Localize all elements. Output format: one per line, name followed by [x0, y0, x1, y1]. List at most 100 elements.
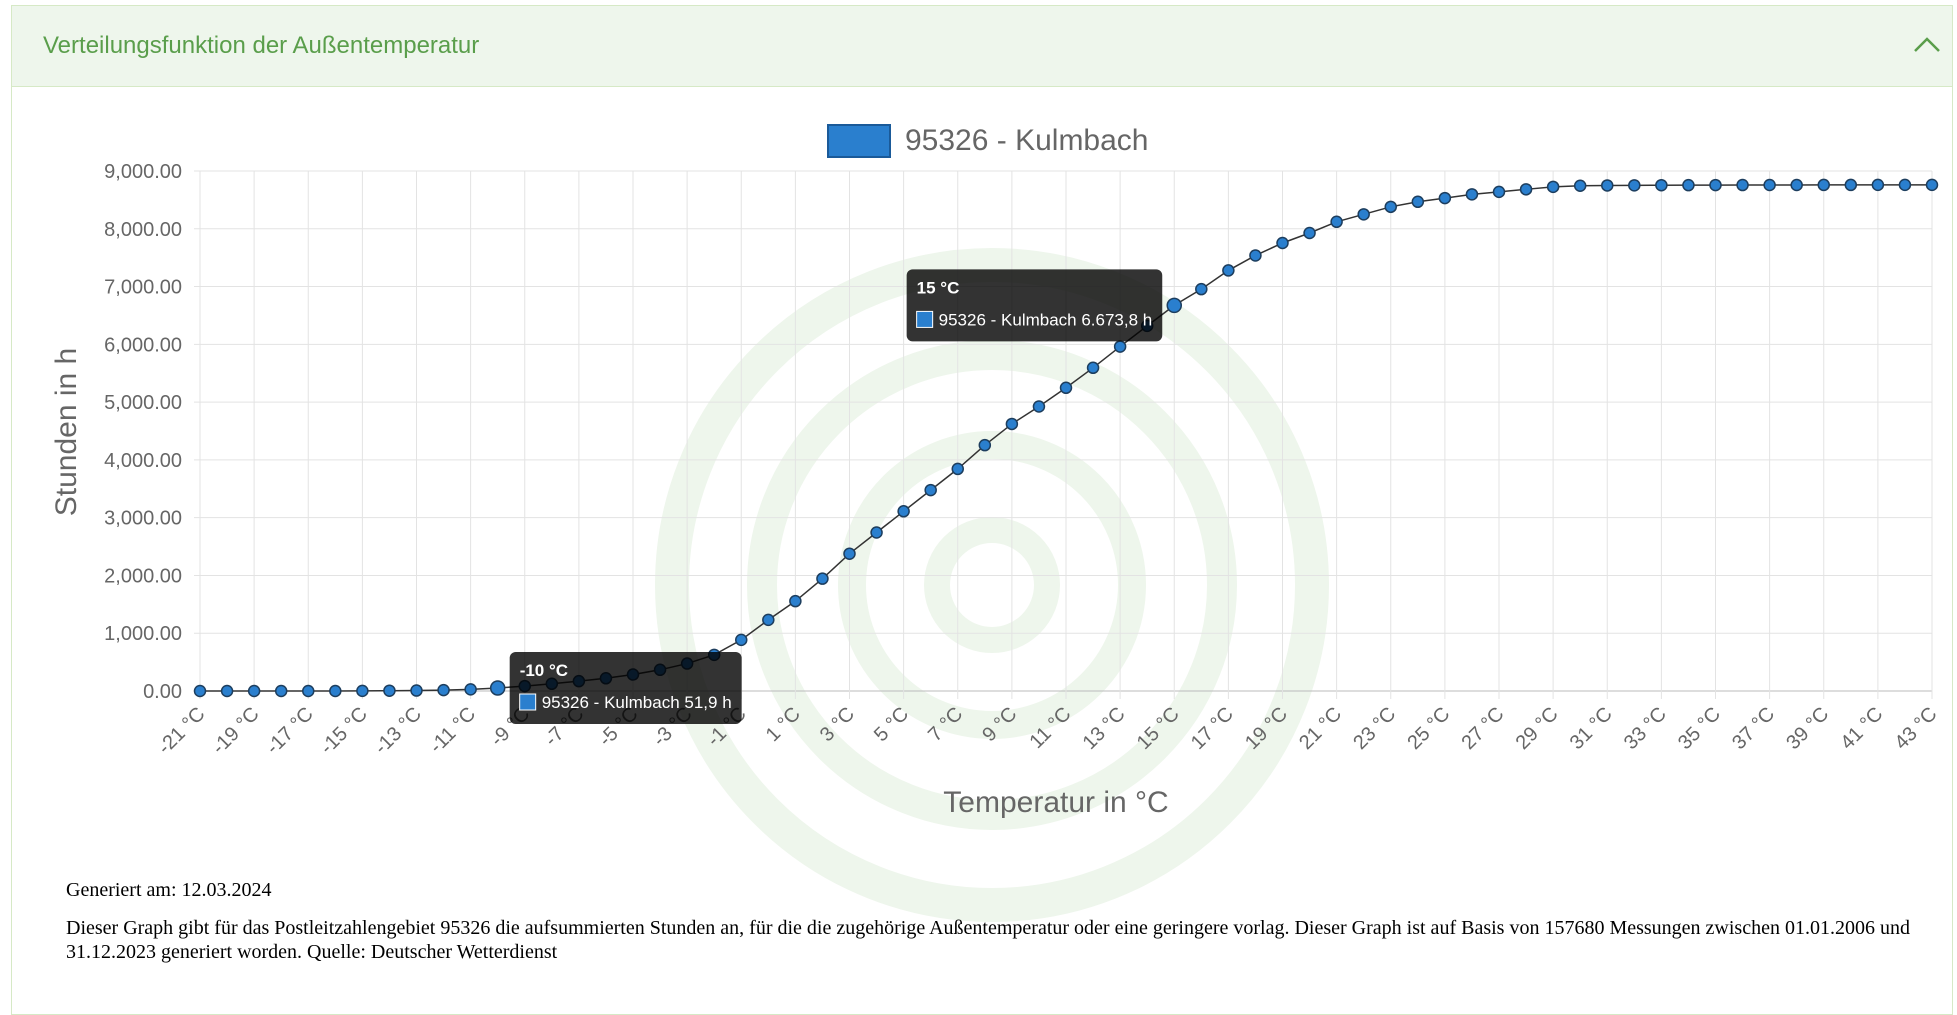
data-point [1304, 227, 1315, 238]
y-tick-label: 9,000.00 [104, 161, 182, 183]
x-tick-label: -11 °C [425, 703, 480, 758]
data-point [1927, 179, 1938, 190]
page: Verteilungsfunktion der Außentemperatur … [0, 0, 1957, 1009]
data-point [1548, 181, 1559, 192]
data-point [979, 440, 990, 451]
tooltip-label: 95326 - Kulmbach 6.673,8 h [939, 310, 1153, 329]
data-point [1277, 237, 1288, 248]
data-point [222, 686, 233, 697]
data-point [303, 686, 314, 697]
x-tick-label: 31 °C [1566, 703, 1617, 754]
x-tick-label: -17 °C [262, 703, 318, 759]
y-tick-label: 6,000.00 [104, 334, 182, 356]
data-point [1845, 179, 1856, 190]
data-point [1412, 196, 1423, 207]
data-point [1196, 284, 1207, 295]
x-tick-label: -19 °C [208, 703, 264, 759]
data-point [411, 685, 422, 696]
x-tick-label: -21 °C [154, 703, 210, 759]
data-point [1466, 189, 1477, 200]
data-point [1494, 186, 1505, 197]
x-tick-label: 39 °C [1782, 703, 1833, 754]
data-point [249, 686, 260, 697]
data-point [1629, 180, 1640, 191]
data-point [763, 614, 774, 625]
y-tick-label: 2,000.00 [104, 565, 182, 587]
data-point [438, 685, 449, 696]
data-point [1791, 179, 1802, 190]
data-point [1439, 193, 1450, 204]
data-point [1331, 216, 1342, 227]
tooltip-title: 15 °C [917, 278, 960, 297]
data-point [1358, 209, 1369, 220]
x-tick-label: 23 °C [1349, 703, 1400, 754]
data-point [1115, 341, 1126, 352]
y-tick-label: 5,000.00 [104, 392, 182, 414]
y-tick-label: 1,000.00 [104, 623, 182, 645]
data-point [1602, 180, 1613, 191]
active-point [491, 681, 505, 695]
data-point [736, 634, 747, 645]
x-tick-label: 25 °C [1403, 703, 1454, 754]
tooltip-swatch [917, 311, 933, 327]
tooltip-label: 95326 - Kulmbach 51,9 h [542, 693, 732, 712]
data-point [898, 506, 909, 517]
legend-label: 95326 - Kulmbach [905, 124, 1149, 157]
data-point [1088, 362, 1099, 373]
y-axis-title: Stunden in h [50, 348, 83, 516]
data-point [844, 548, 855, 559]
data-point [1250, 250, 1261, 261]
x-tick-label: 27 °C [1457, 703, 1508, 754]
data-point [952, 463, 963, 474]
data-point [925, 485, 936, 496]
data-point [1899, 179, 1910, 190]
data-point [790, 596, 801, 607]
data-point [357, 685, 368, 696]
data-point [1683, 180, 1694, 191]
legend-swatch [828, 125, 890, 157]
x-tick-label: 29 °C [1512, 703, 1563, 754]
data-point [1006, 418, 1017, 429]
y-tick-label: 7,000.00 [104, 277, 182, 299]
data-point [1737, 180, 1748, 191]
data-point [1818, 179, 1829, 190]
x-tick-label: 41 °C [1836, 703, 1887, 754]
y-tick-label: 4,000.00 [104, 450, 182, 472]
x-axis-title: Temperatur in °C [943, 786, 1168, 819]
x-tick-label: 43 °C [1890, 703, 1941, 754]
tooltip: -10 °C 95326 - Kulmbach 51,9 h [510, 652, 742, 724]
x-tick-label: 37 °C [1728, 703, 1779, 754]
generated-date: Generiert am: 12.03.2024 [66, 878, 1926, 902]
active-point [1167, 298, 1181, 312]
data-point [1223, 265, 1234, 276]
x-tick-label: 13 °C [1079, 703, 1130, 754]
data-point [1575, 180, 1586, 191]
tooltip: 15 °C 95326 - Kulmbach 6.673,8 h [907, 269, 1163, 341]
y-tick-label: 3,000.00 [104, 508, 182, 530]
data-point [1710, 180, 1721, 191]
data-point [1764, 179, 1775, 190]
data-point [195, 686, 206, 697]
y-tick-label: 8,000.00 [104, 219, 182, 241]
data-point [276, 686, 287, 697]
x-tick-label: -13 °C [370, 703, 426, 759]
data-point [1656, 180, 1667, 191]
data-point [384, 685, 395, 696]
x-tick-label: 33 °C [1620, 703, 1671, 754]
description: Dieser Graph gibt für das Postleitzahlen… [66, 916, 1926, 964]
chart: 0.00 1,000.00 2,000.00 3,000.00 4,000.00 5,00… [0, 0, 1957, 1009]
y-tick-label: 0.00 [143, 681, 182, 703]
data-point [1872, 179, 1883, 190]
data-point [330, 686, 341, 697]
x-tick-label: -15 °C [316, 703, 372, 759]
data-point [1521, 184, 1532, 195]
x-tick-label: 35 °C [1674, 703, 1725, 754]
tooltip-swatch [520, 694, 536, 710]
data-point [1033, 401, 1044, 412]
data-point [1385, 201, 1396, 212]
tooltip-title: -10 °C [520, 661, 568, 680]
data-point [871, 527, 882, 538]
data-point [817, 573, 828, 584]
data-point [1061, 382, 1072, 393]
data-point [465, 684, 476, 695]
